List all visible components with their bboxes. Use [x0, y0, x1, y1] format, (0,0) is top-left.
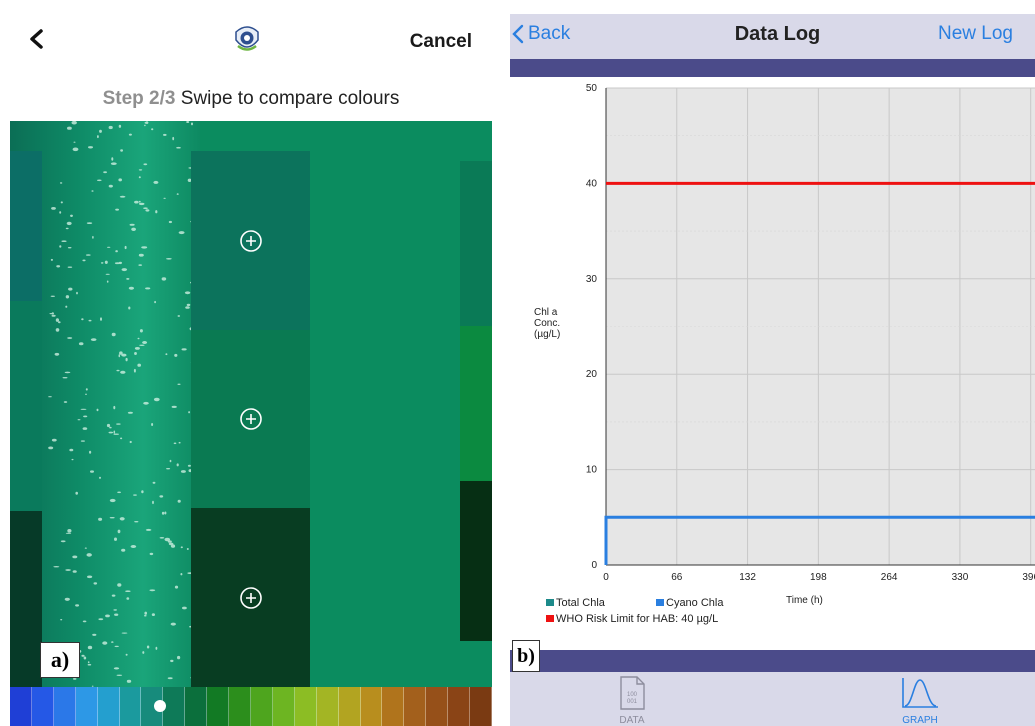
palette-colour-15[interactable]: [316, 687, 339, 726]
colour-palette-slider[interactable]: [10, 687, 492, 726]
cancel-button[interactable]: Cancel: [409, 31, 472, 52]
colour-swatch-3[interactable]: [191, 508, 310, 687]
x-axis-label: Time (h): [786, 595, 823, 606]
step-number: Step 2/3: [102, 88, 176, 109]
new-log-button[interactable]: New Log: [938, 23, 1013, 44]
palette-colour-4[interactable]: [75, 687, 98, 726]
panel-b-data-log: Back Data Log New Log 0 10 20 30 40 50 0 66 132…: [510, 14, 1035, 726]
palette-colour-14[interactable]: [294, 687, 317, 726]
legend-label-3: WHO Risk Limit for HAB: 40 µg/L: [556, 613, 718, 625]
palette-colour-22[interactable]: [470, 687, 492, 726]
y-tick-label: 0: [591, 560, 597, 571]
plus-circle-icon[interactable]: [239, 229, 263, 253]
palette-colour-1[interactable]: [10, 687, 32, 726]
palette-colour-2[interactable]: [31, 687, 54, 726]
palette-colour-3[interactable]: [53, 687, 76, 726]
tab-data-label: DATA: [619, 715, 645, 726]
x-tick-label: 264: [881, 572, 898, 583]
bottom-band: [510, 650, 1035, 672]
figure-label-a: a): [40, 642, 80, 678]
back-chevron-icon: [512, 24, 524, 44]
palette-colour-18[interactable]: [382, 687, 405, 726]
graph-area: 0 10 20 30 40 50 0 66 132 198 264 330 396 Chl aConc…: [510, 77, 1035, 650]
tab-bar: 100 001 DATA GRAPH: [510, 672, 1035, 726]
camera-view[interactable]: [10, 121, 492, 687]
tab-graph[interactable]: GRAPH: [880, 676, 960, 726]
svg-text:001: 001: [627, 699, 638, 705]
colour-swatch-2[interactable]: [191, 330, 310, 508]
plus-circle-icon[interactable]: [239, 407, 263, 431]
palette-slider-knob[interactable]: [154, 700, 166, 712]
x-tick-label: 132: [739, 572, 756, 583]
svg-text:100: 100: [627, 692, 638, 698]
tab-graph-label: GRAPH: [902, 715, 938, 726]
legend-swatch-2: [656, 599, 664, 606]
palette-colour-12[interactable]: [250, 687, 273, 726]
y-tick-label: 20: [586, 369, 598, 380]
legend-swatch-3: [546, 615, 554, 622]
back-button[interactable]: Back: [512, 23, 570, 45]
palette-colour-5[interactable]: [97, 687, 120, 726]
panel-a-colour-compare: Cancel Step 2/3 Swipe to compare colours: [10, 14, 492, 726]
x-tick-label: 0: [603, 572, 609, 583]
y-axis-label: Chl a Conc. (µg/L): [534, 307, 560, 340]
y-tick-label: 10: [586, 465, 598, 476]
palette-colour-16[interactable]: [338, 687, 361, 726]
left-colour-strip: [10, 151, 42, 687]
x-tick-label: 330: [952, 572, 969, 583]
back-chevron-icon[interactable]: [24, 26, 50, 52]
palette-colour-10[interactable]: [207, 687, 230, 726]
palette-colour-9[interactable]: [185, 687, 208, 726]
x-tick-label: 66: [671, 572, 683, 583]
series-line-2: [604, 515, 1035, 565]
step-text: Swipe to compare colours: [180, 88, 400, 109]
colour-swatch-1[interactable]: [191, 151, 310, 330]
y-tick-label: 40: [586, 178, 598, 189]
back-label: Back: [528, 23, 571, 44]
palette-colour-19[interactable]: [404, 687, 427, 726]
app-logo-icon: [235, 26, 259, 51]
figure-label-b: b): [512, 640, 540, 672]
x-tick-label: 396: [1022, 572, 1035, 583]
bell-curve-graph-icon: [902, 678, 938, 708]
palette-colour-21[interactable]: [448, 687, 471, 726]
compare-header: Cancel Step 2/3 Swipe to compare colours: [10, 14, 492, 121]
palette-colour-20[interactable]: [426, 687, 449, 726]
legend-swatch-1: [546, 599, 554, 606]
nav-bar: Back Data Log New Log: [510, 14, 1035, 59]
right-colour-strip: [460, 161, 492, 641]
plus-circle-icon[interactable]: [239, 586, 263, 610]
palette-colour-13[interactable]: [272, 687, 295, 726]
top-band: [510, 59, 1035, 77]
step-instruction: Step 2/3 Swipe to compare colours: [10, 88, 492, 110]
palette-colour-6[interactable]: [119, 687, 142, 726]
y-tick-label: 30: [586, 274, 598, 285]
concentration-chart: 0 10 20 30 40 50 0 66 132 198 264 330 396 Chl aConc…: [534, 83, 1035, 625]
legend-label-1: Total Chla: [556, 597, 606, 609]
x-tick-label: 198: [810, 572, 827, 583]
tab-data[interactable]: 100 001 DATA: [592, 676, 672, 726]
palette-colour-11[interactable]: [229, 687, 251, 726]
data-file-icon: 100 001: [620, 676, 645, 710]
y-tick-label: 50: [586, 83, 598, 94]
palette-colour-8[interactable]: [163, 687, 186, 726]
page-title: Data Log: [734, 23, 821, 45]
legend-label-2: Cyano Chla: [666, 597, 724, 609]
palette-colour-17[interactable]: [360, 687, 383, 726]
